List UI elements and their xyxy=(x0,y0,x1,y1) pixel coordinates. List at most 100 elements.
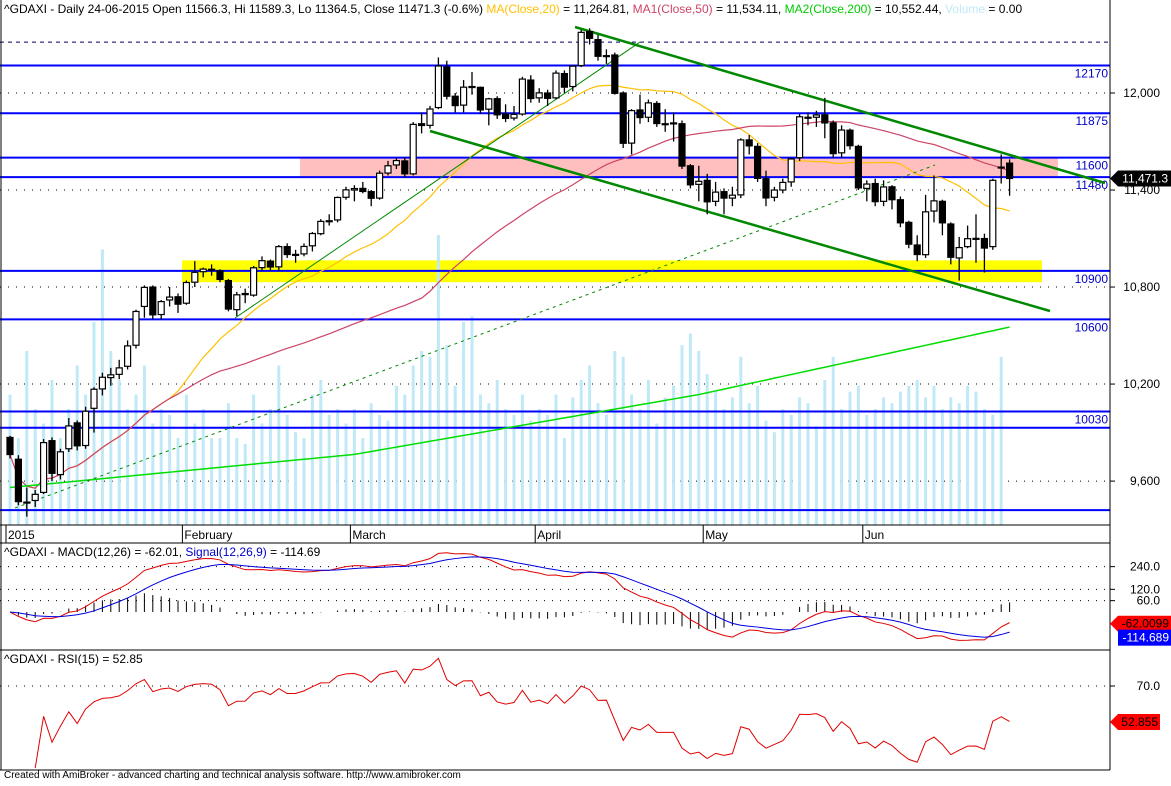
candle-up[interactable] xyxy=(989,179,997,248)
candle-up[interactable] xyxy=(250,267,258,296)
candle-down[interactable] xyxy=(493,98,501,116)
candle-up[interactable] xyxy=(300,245,308,255)
candle-down[interactable] xyxy=(23,501,31,504)
candle-up[interactable] xyxy=(107,374,115,379)
candle-down[interactable] xyxy=(48,440,56,474)
candle-up[interactable] xyxy=(787,158,795,183)
candle-down[interactable] xyxy=(149,286,157,316)
trendlines-layer[interactable] xyxy=(14,25,1106,509)
candle-up[interactable] xyxy=(879,186,888,202)
candle-up[interactable] xyxy=(334,196,342,221)
candle-down[interactable] xyxy=(938,200,947,224)
candle-up[interactable] xyxy=(695,180,703,185)
candle-down[interactable] xyxy=(913,244,921,256)
candle-up[interactable] xyxy=(123,345,132,367)
candle-up[interactable] xyxy=(191,271,199,283)
candle-up[interactable] xyxy=(963,238,972,248)
candle-down[interactable] xyxy=(686,165,695,186)
candle-down[interactable] xyxy=(174,296,182,305)
candle-up[interactable] xyxy=(275,246,283,268)
candle-up[interactable] xyxy=(90,388,98,409)
candle-up[interactable] xyxy=(535,92,543,99)
candle-up[interactable] xyxy=(342,189,350,198)
candle-up[interactable] xyxy=(258,260,266,269)
candle-up[interactable] xyxy=(199,268,207,273)
candle-down[interactable] xyxy=(653,102,661,125)
candle-down[interactable] xyxy=(359,187,367,193)
candle-up[interactable] xyxy=(233,294,241,311)
candle-down[interactable] xyxy=(543,92,552,99)
candle-up[interactable] xyxy=(376,172,384,199)
candle-down[interactable] xyxy=(527,79,535,100)
candle-down[interactable] xyxy=(753,145,762,179)
candle-down[interactable] xyxy=(896,199,905,224)
candle-down[interactable] xyxy=(871,182,879,203)
candle-up[interactable] xyxy=(837,129,846,154)
candle-down[interactable] xyxy=(720,191,728,199)
candle-down[interactable] xyxy=(611,54,619,94)
candle-down[interactable] xyxy=(401,160,409,175)
candle-up[interactable] xyxy=(661,123,669,126)
candle-up[interactable] xyxy=(779,181,787,191)
candle-up[interactable] xyxy=(325,220,333,223)
dashed-support-trendline[interactable] xyxy=(14,164,936,509)
candle-down[interactable] xyxy=(980,237,989,249)
candle-down[interactable] xyxy=(703,179,711,203)
candle-up[interactable] xyxy=(921,211,930,256)
candle-down[interactable] xyxy=(208,268,216,271)
candle-down[interactable] xyxy=(14,458,22,503)
candle-up[interactable] xyxy=(863,183,871,190)
candle-up[interactable] xyxy=(795,116,804,159)
candle-up[interactable] xyxy=(65,425,73,450)
candle-up[interactable] xyxy=(460,86,468,106)
candle-up[interactable] xyxy=(115,367,123,375)
candle-down[interactable] xyxy=(669,122,678,125)
candle-up[interactable] xyxy=(182,281,190,304)
candle-down[interactable] xyxy=(367,191,375,199)
candle-up[interactable] xyxy=(728,194,737,199)
candle-up[interactable] xyxy=(577,31,585,67)
candle-down[interactable] xyxy=(888,186,896,201)
candle-up[interactable] xyxy=(552,72,560,99)
candle-up[interactable] xyxy=(39,441,48,493)
candle-up[interactable] xyxy=(485,98,493,110)
candle-down[interactable] xyxy=(804,116,812,119)
candle-up[interactable] xyxy=(350,187,358,191)
candle-up[interactable] xyxy=(737,139,745,196)
candle-down[interactable] xyxy=(476,86,484,111)
candle-down[interactable] xyxy=(594,39,602,57)
candle-up[interactable] xyxy=(409,123,417,175)
candle-down[interactable] xyxy=(502,113,510,119)
candle-up[interactable] xyxy=(518,78,527,115)
upper-channel-trendline[interactable] xyxy=(574,25,1106,185)
candle-up[interactable] xyxy=(384,165,392,174)
candle-down[interactable] xyxy=(266,260,274,268)
candle-up[interactable] xyxy=(426,108,434,126)
lower-channel-trendline[interactable] xyxy=(429,129,1051,313)
candle-down[interactable] xyxy=(619,92,627,144)
candle-up[interactable] xyxy=(166,296,174,301)
candle-up[interactable] xyxy=(711,191,720,202)
candle-down[interactable] xyxy=(451,95,459,107)
candle-up[interactable] xyxy=(812,114,821,118)
candle-up[interactable] xyxy=(31,493,39,502)
candle-up[interactable] xyxy=(510,113,518,119)
candle-up[interactable] xyxy=(140,286,148,308)
candle-up[interactable] xyxy=(81,410,90,447)
candle-up[interactable] xyxy=(602,55,611,58)
candle-down[interactable] xyxy=(947,223,955,258)
candle-up[interactable] xyxy=(569,65,577,88)
candle-up[interactable] xyxy=(56,451,65,476)
candle-down[interactable] xyxy=(241,292,249,296)
candle-down[interactable] xyxy=(854,145,863,189)
candle-down[interactable] xyxy=(821,114,829,124)
candle-down[interactable] xyxy=(468,85,476,89)
candle-up[interactable] xyxy=(955,246,963,259)
candle-up[interactable] xyxy=(627,110,636,144)
candle-up[interactable] xyxy=(392,159,400,166)
candle-down[interactable] xyxy=(418,123,426,127)
candle-down[interactable] xyxy=(745,139,753,147)
candle-down[interactable] xyxy=(224,279,232,310)
candle-up[interactable] xyxy=(997,166,1005,169)
